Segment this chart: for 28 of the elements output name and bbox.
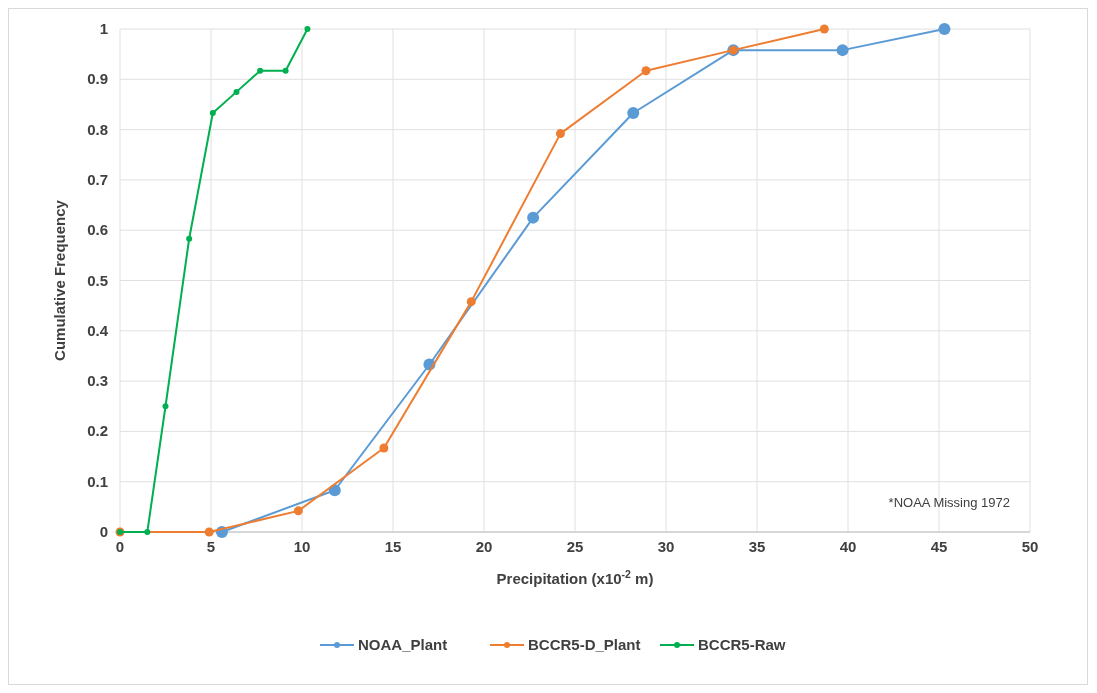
- x-tick-label: 5: [206, 538, 216, 555]
- y-axis-title: Cumulative Frequency: [51, 199, 68, 361]
- x-tick-label: 40: [839, 538, 857, 555]
- y-tick-label: 0.3: [87, 372, 108, 390]
- x-tick-label: 50: [1021, 538, 1039, 555]
- y-tick-label: 0.4: [87, 321, 109, 339]
- x-tick-label: 25: [566, 538, 584, 555]
- legend-label: BCCR5-Raw: [698, 636, 786, 653]
- x-tick-label: 0: [115, 538, 125, 555]
- y-tick-label: 1: [99, 20, 108, 37]
- legend-label: NOAA_Plant: [358, 636, 448, 653]
- y-tick-label: 0: [99, 523, 108, 540]
- x-tick-label: 30: [657, 538, 675, 555]
- y-tick-label: 0.9: [87, 70, 108, 88]
- x-tick-label: 35: [748, 538, 766, 555]
- y-tick-label: 0.6: [87, 221, 108, 239]
- y-tick-label: 0.7: [87, 170, 108, 188]
- y-tick-label: 0.5: [87, 271, 108, 289]
- y-tick-label: 0.2: [87, 422, 108, 440]
- y-tick-label: 0.8: [87, 120, 108, 138]
- x-tick-label: 20: [475, 538, 493, 555]
- x-tick-label: 15: [384, 538, 402, 555]
- x-axis-title: Precipitation (x10$^{-2}$ m): [496, 568, 654, 587]
- annotation: *NOAA Missing 1972: [888, 495, 1010, 510]
- x-tick-label: 10: [293, 538, 311, 555]
- y-tick-label: 0.1: [87, 472, 108, 490]
- legend-label: BCCR5-D_Plant: [528, 636, 641, 653]
- x-tick-label: 45: [930, 538, 948, 555]
